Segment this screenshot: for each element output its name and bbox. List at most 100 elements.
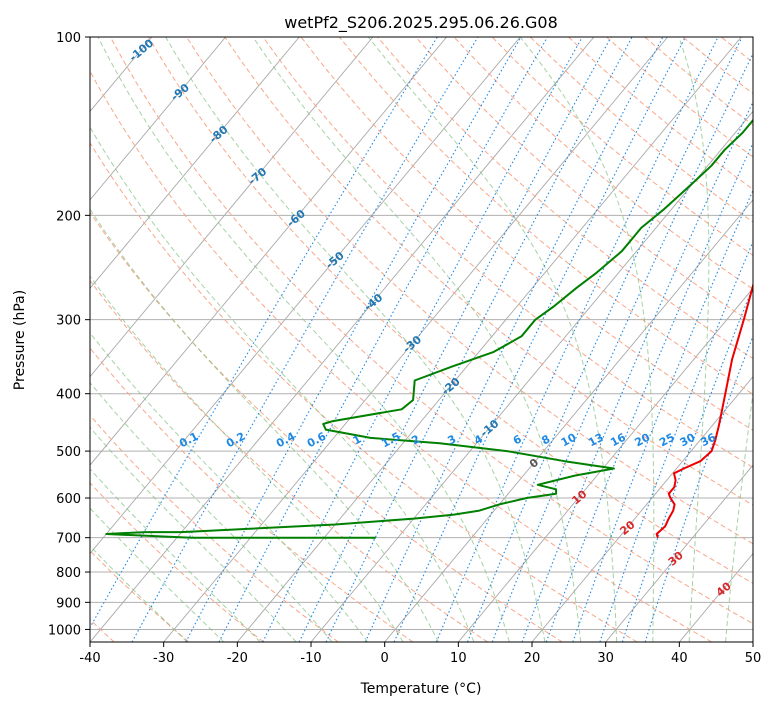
x-tick-label: 40: [671, 651, 688, 666]
moist-adiabat-line: [97, 37, 510, 642]
mixing-ratio-label: 30: [678, 431, 698, 450]
y-tick-label: 1000: [48, 623, 81, 638]
y-tick-label: 200: [56, 209, 81, 224]
mixing-ratio-line: [185, 37, 522, 642]
y-tick-label: 100: [56, 31, 81, 46]
y-tick-label: 300: [56, 314, 81, 329]
dry-adiabat-line: [90, 141, 638, 642]
mixing-ratio-line: [90, 37, 438, 629]
moist-adiabat-line: [90, 126, 475, 642]
isotherm-label: -20: [439, 375, 463, 398]
x-tick-label: 30: [597, 651, 614, 666]
isotherm-line: [531, 375, 753, 642]
isotherm-label: -100: [127, 36, 157, 64]
x-tick-label: 50: [745, 651, 762, 666]
isotherm-line: [90, 37, 447, 466]
isotherm-line: [90, 37, 226, 201]
contour-labels: -100-90-80-70-60-50-40-30-20-10010203040…: [127, 36, 734, 599]
y-tick-label: 600: [56, 492, 81, 507]
mixing-ratio-line: [393, 37, 686, 642]
mixing-ratio-label: 2: [409, 432, 422, 447]
mixing-ratio-line: [621, 285, 753, 642]
mixing-ratio-label: 16: [608, 431, 628, 450]
moist-adiabat-line: [252, 37, 582, 642]
mixing-ratio-label: 20: [633, 431, 653, 450]
mixing-ratio-line: [131, 37, 479, 642]
dry-adiabat-line: [682, 37, 753, 95]
temperature-profile-line: [655, 282, 753, 539]
dry-adiabat-line: [90, 550, 190, 642]
x-tick-label: 0: [381, 651, 389, 666]
mixing-ratio-line: [491, 52, 753, 642]
moist-adiabat-line: [90, 426, 297, 642]
mixing-ratio-label: 10: [559, 431, 579, 450]
moist-adiabat-line: [90, 275, 404, 642]
isotherm-label: -50: [323, 249, 347, 272]
isotherm-line: [0, 37, 5, 642]
mixing-ratio-label: 36: [698, 431, 718, 450]
isotherm-line: [752, 641, 753, 642]
mixing-ratio-label: 0.6: [305, 430, 329, 451]
isotherm-line: [163, 37, 668, 642]
dry-adiabat-line: [759, 37, 775, 642]
isotherm-line: [384, 199, 753, 642]
plot-background-lines: [0, 37, 775, 642]
mixing-ratio-line: [298, 37, 612, 642]
isotherm-line: [457, 287, 753, 642]
mixing-ratio-label: 0.1: [177, 430, 200, 451]
isotherm-line: [310, 110, 753, 642]
y-tick-label: 500: [56, 445, 81, 460]
isotherm-line: [90, 37, 595, 642]
moist-adiabat-line: [90, 208, 439, 642]
moist-adiabat-line: [519, 37, 655, 642]
isotherm-label: 20: [617, 518, 637, 538]
y-tick-label: 900: [56, 596, 81, 611]
dry-adiabat-line: [453, 37, 753, 290]
moist-adiabat-line: [165, 37, 546, 642]
moist-adiabat-line: [90, 332, 369, 642]
dry-adiabat-line: [90, 414, 339, 642]
dry-adiabat-line: [339, 37, 753, 395]
dry-adiabat-line: [415, 37, 753, 325]
isotherm-label: 10: [569, 487, 589, 507]
moist-adiabat-line: [90, 507, 225, 642]
mixing-ratio-line: [545, 141, 753, 642]
isotherm-label: -80: [207, 123, 231, 146]
x-tick-label: -30: [153, 651, 174, 666]
data-series: [105, 118, 753, 539]
dry-adiabat-line: [186, 37, 753, 545]
dry-adiabat-line: [109, 37, 753, 625]
plot-frame: [89, 36, 754, 643]
dry-adiabat-line: [377, 37, 753, 360]
moist-adiabat-line: [678, 37, 710, 642]
dewpoint-profile-line: [105, 118, 753, 539]
mixing-ratio-line: [218, 37, 548, 642]
mixing-ratio-line: [521, 100, 753, 642]
moist-adiabat-line: [90, 468, 261, 642]
mixing-ratio-line: [572, 188, 753, 642]
mixing-ratio-label: 0.2: [224, 430, 247, 451]
isotherm-label: -60: [284, 207, 308, 230]
dry-adiabat-line: [262, 37, 753, 469]
isotherm-line: [678, 552, 753, 642]
isotherm-line: [605, 464, 753, 642]
x-tick-label: -10: [300, 651, 321, 666]
dry-adiabat-line: [568, 37, 753, 190]
moist-adiabat-line: [368, 37, 618, 642]
isotherm-line: [90, 37, 374, 378]
mixing-ratio-line: [262, 37, 583, 642]
y-tick-label: 700: [56, 532, 81, 547]
dry-adiabat-line: [90, 70, 712, 642]
mixing-ratio-line: [466, 37, 743, 642]
dry-adiabat-line: [300, 37, 753, 431]
mixing-ratio-line: [325, 37, 633, 642]
mixing-ratio-line: [435, 37, 719, 642]
dry-adiabat-line: [90, 482, 264, 642]
dry-adiabat-line: [148, 37, 753, 584]
y-tick-label: 400: [56, 388, 81, 403]
moist-adiabat-line: [725, 388, 753, 642]
mixing-ratio-line: [599, 240, 753, 642]
x-tick-label: 20: [524, 651, 541, 666]
isotherm-label: -30: [400, 333, 424, 356]
isotherm-label: -10: [478, 417, 502, 440]
